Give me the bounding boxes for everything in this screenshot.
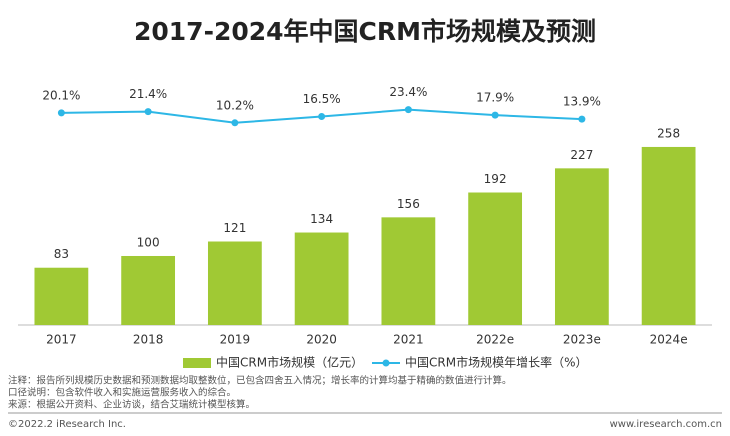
data-label: 100: [137, 235, 160, 249]
note: 口径说明：包含软件收入和实施运营服务收入的综合。: [8, 387, 236, 399]
line-point: [144, 108, 152, 116]
bar: [34, 267, 89, 325]
bar: [641, 146, 696, 325]
footer-right: www.iresearch.com.cn: [610, 419, 722, 430]
x-tick-label: 2022e: [476, 333, 514, 347]
legend-label: 中国CRM市场规模（亿元）: [216, 355, 363, 370]
x-tick-label: 2018: [133, 333, 164, 347]
bar: [294, 232, 349, 325]
data-label: 134: [310, 212, 333, 226]
data-label: 21.4%: [129, 87, 167, 101]
data-label: 227: [570, 148, 593, 162]
legend-label: 中国CRM市场规模年增长率（%）: [405, 355, 587, 370]
bar: [207, 241, 262, 325]
legend-swatch: [382, 359, 390, 367]
footer-left: ©2022.2 iResearch Inc.: [8, 419, 126, 430]
x-tick-label: 2017: [46, 333, 77, 347]
data-label: 121: [223, 221, 246, 235]
data-label: 13.9%: [563, 95, 601, 109]
data-label: 17.9%: [476, 91, 514, 105]
line-point: [491, 111, 499, 119]
note: 注释：报告所列规模历史数据和预测数据均取整数位，已包含四舍五入情况；增长率的计算…: [8, 375, 512, 387]
note: 来源：根据公开资料、企业访谈，结合艾瑞统计模型核算。: [8, 399, 255, 411]
chart-title: 2017-2024年中国CRM市场规模及预测: [134, 17, 596, 46]
line-point: [578, 115, 586, 123]
x-tick-label: 2024e: [650, 333, 688, 347]
data-label: 16.5%: [303, 92, 341, 106]
data-label: 10.2%: [216, 98, 254, 112]
x-tick-label: 2021: [393, 333, 424, 347]
bar: [554, 168, 609, 325]
data-label: 192: [484, 172, 507, 186]
bar: [468, 192, 523, 325]
legend-swatch: [183, 358, 211, 368]
line-point: [404, 106, 412, 114]
data-label: 83: [54, 247, 69, 261]
x-tick-label: 2023e: [563, 333, 601, 347]
data-label: 258: [657, 126, 680, 140]
bar: [121, 255, 176, 325]
line-point: [318, 113, 326, 120]
line-point: [57, 109, 65, 117]
bar: [381, 217, 436, 325]
x-tick-label: 2020: [306, 333, 337, 347]
line-point: [231, 119, 239, 127]
data-label: 23.4%: [389, 85, 427, 99]
data-label: 156: [397, 197, 420, 211]
data-label: 20.1%: [42, 88, 80, 102]
x-tick-label: 2019: [220, 333, 251, 347]
